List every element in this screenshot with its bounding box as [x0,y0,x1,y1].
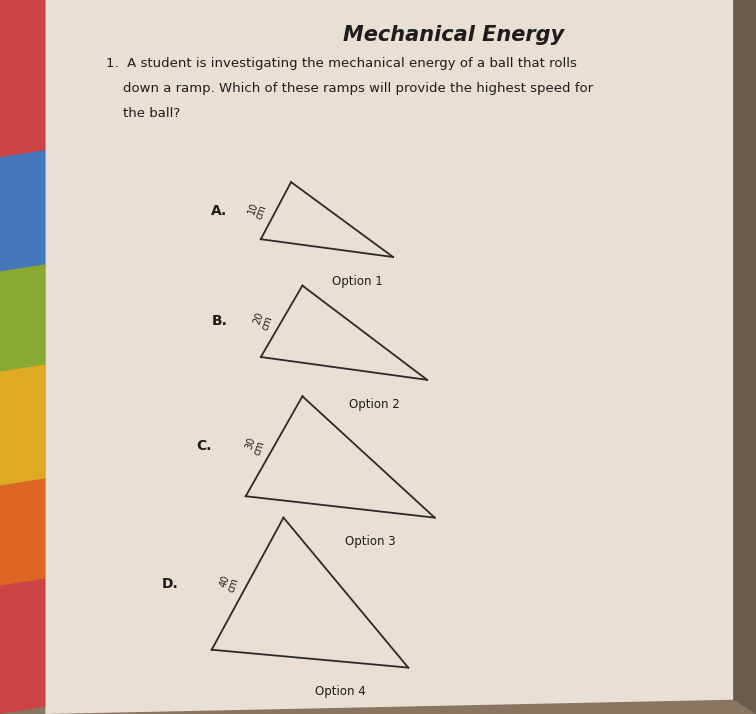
Text: Option 2: Option 2 [349,398,400,411]
Text: B.: B. [212,314,227,328]
Text: 30
cm: 30 cm [243,436,266,456]
Text: 20
cm: 20 cm [251,311,274,331]
Polygon shape [45,0,733,714]
Text: A.: A. [211,203,228,218]
Polygon shape [0,0,45,157]
Polygon shape [0,264,45,371]
Polygon shape [0,578,45,714]
Text: Mechanical Energy: Mechanical Energy [343,25,564,45]
Text: Option 3: Option 3 [345,536,395,548]
Text: Option 4: Option 4 [314,685,366,698]
Text: C.: C. [197,439,212,453]
Text: 40
cm: 40 cm [217,573,240,594]
Text: 10
cm: 10 cm [245,201,268,221]
Text: Option 1: Option 1 [332,275,383,288]
Text: 1.  A student is investigating the mechanical energy of a ball that rolls: 1. A student is investigating the mechan… [106,57,577,70]
Text: the ball?: the ball? [106,107,180,120]
Text: down a ramp. Which of these ramps will provide the highest speed for: down a ramp. Which of these ramps will p… [106,82,593,95]
Polygon shape [733,0,756,714]
Polygon shape [0,364,45,486]
Polygon shape [0,150,45,271]
Polygon shape [0,478,45,585]
Text: D.: D. [162,577,178,590]
